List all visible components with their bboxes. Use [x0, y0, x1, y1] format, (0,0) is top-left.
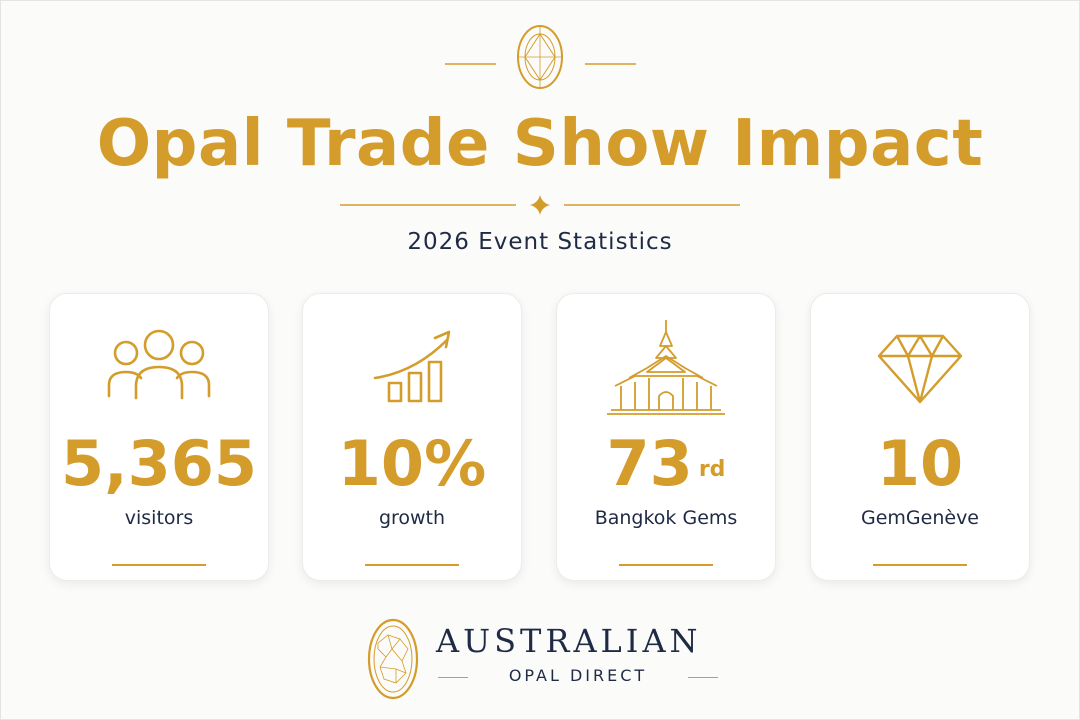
tagline-line-right [688, 677, 718, 678]
opal-ornament-icon [445, 25, 636, 89]
stat-label: GemGenève [861, 507, 979, 529]
brand-name: AUSTRALIAN [436, 622, 702, 660]
page-subtitle: 2026 Event Statistics [407, 229, 673, 255]
thai-temple-icon [607, 320, 725, 415]
stat-label: Bangkok Gems [594, 507, 738, 529]
sparkle-divider-icon [340, 195, 740, 215]
stat-value: 10 [876, 427, 964, 500]
diamond-icon [877, 334, 963, 404]
ordinal-suffix: rd [698, 457, 726, 482]
page-title: Opal Trade Show Impact [96, 107, 984, 181]
brand-tagline-row: OPAL DIRECT [436, 666, 720, 690]
stat-card-growth: 10% growth [302, 293, 522, 581]
people-group-icon [107, 329, 211, 400]
card-divider [619, 564, 713, 566]
card-divider [365, 564, 459, 566]
brand-tagline: OPAL DIRECT [508, 666, 648, 685]
stat-card-visitors: 5,365 visitors [49, 293, 269, 581]
opal-logo-icon [367, 618, 419, 700]
stat-label: growth [378, 507, 446, 529]
card-divider [112, 564, 206, 566]
card-divider [873, 564, 967, 566]
tagline-line-left [438, 677, 468, 678]
stat-number: 73 [606, 427, 693, 500]
stat-label: visitors [124, 507, 194, 529]
growth-chart-icon [373, 330, 451, 403]
stat-card-gemgeneve: 10 GemGenève [810, 293, 1030, 581]
stat-value: 5,365 [60, 427, 258, 500]
stat-value: 10% [337, 427, 487, 500]
